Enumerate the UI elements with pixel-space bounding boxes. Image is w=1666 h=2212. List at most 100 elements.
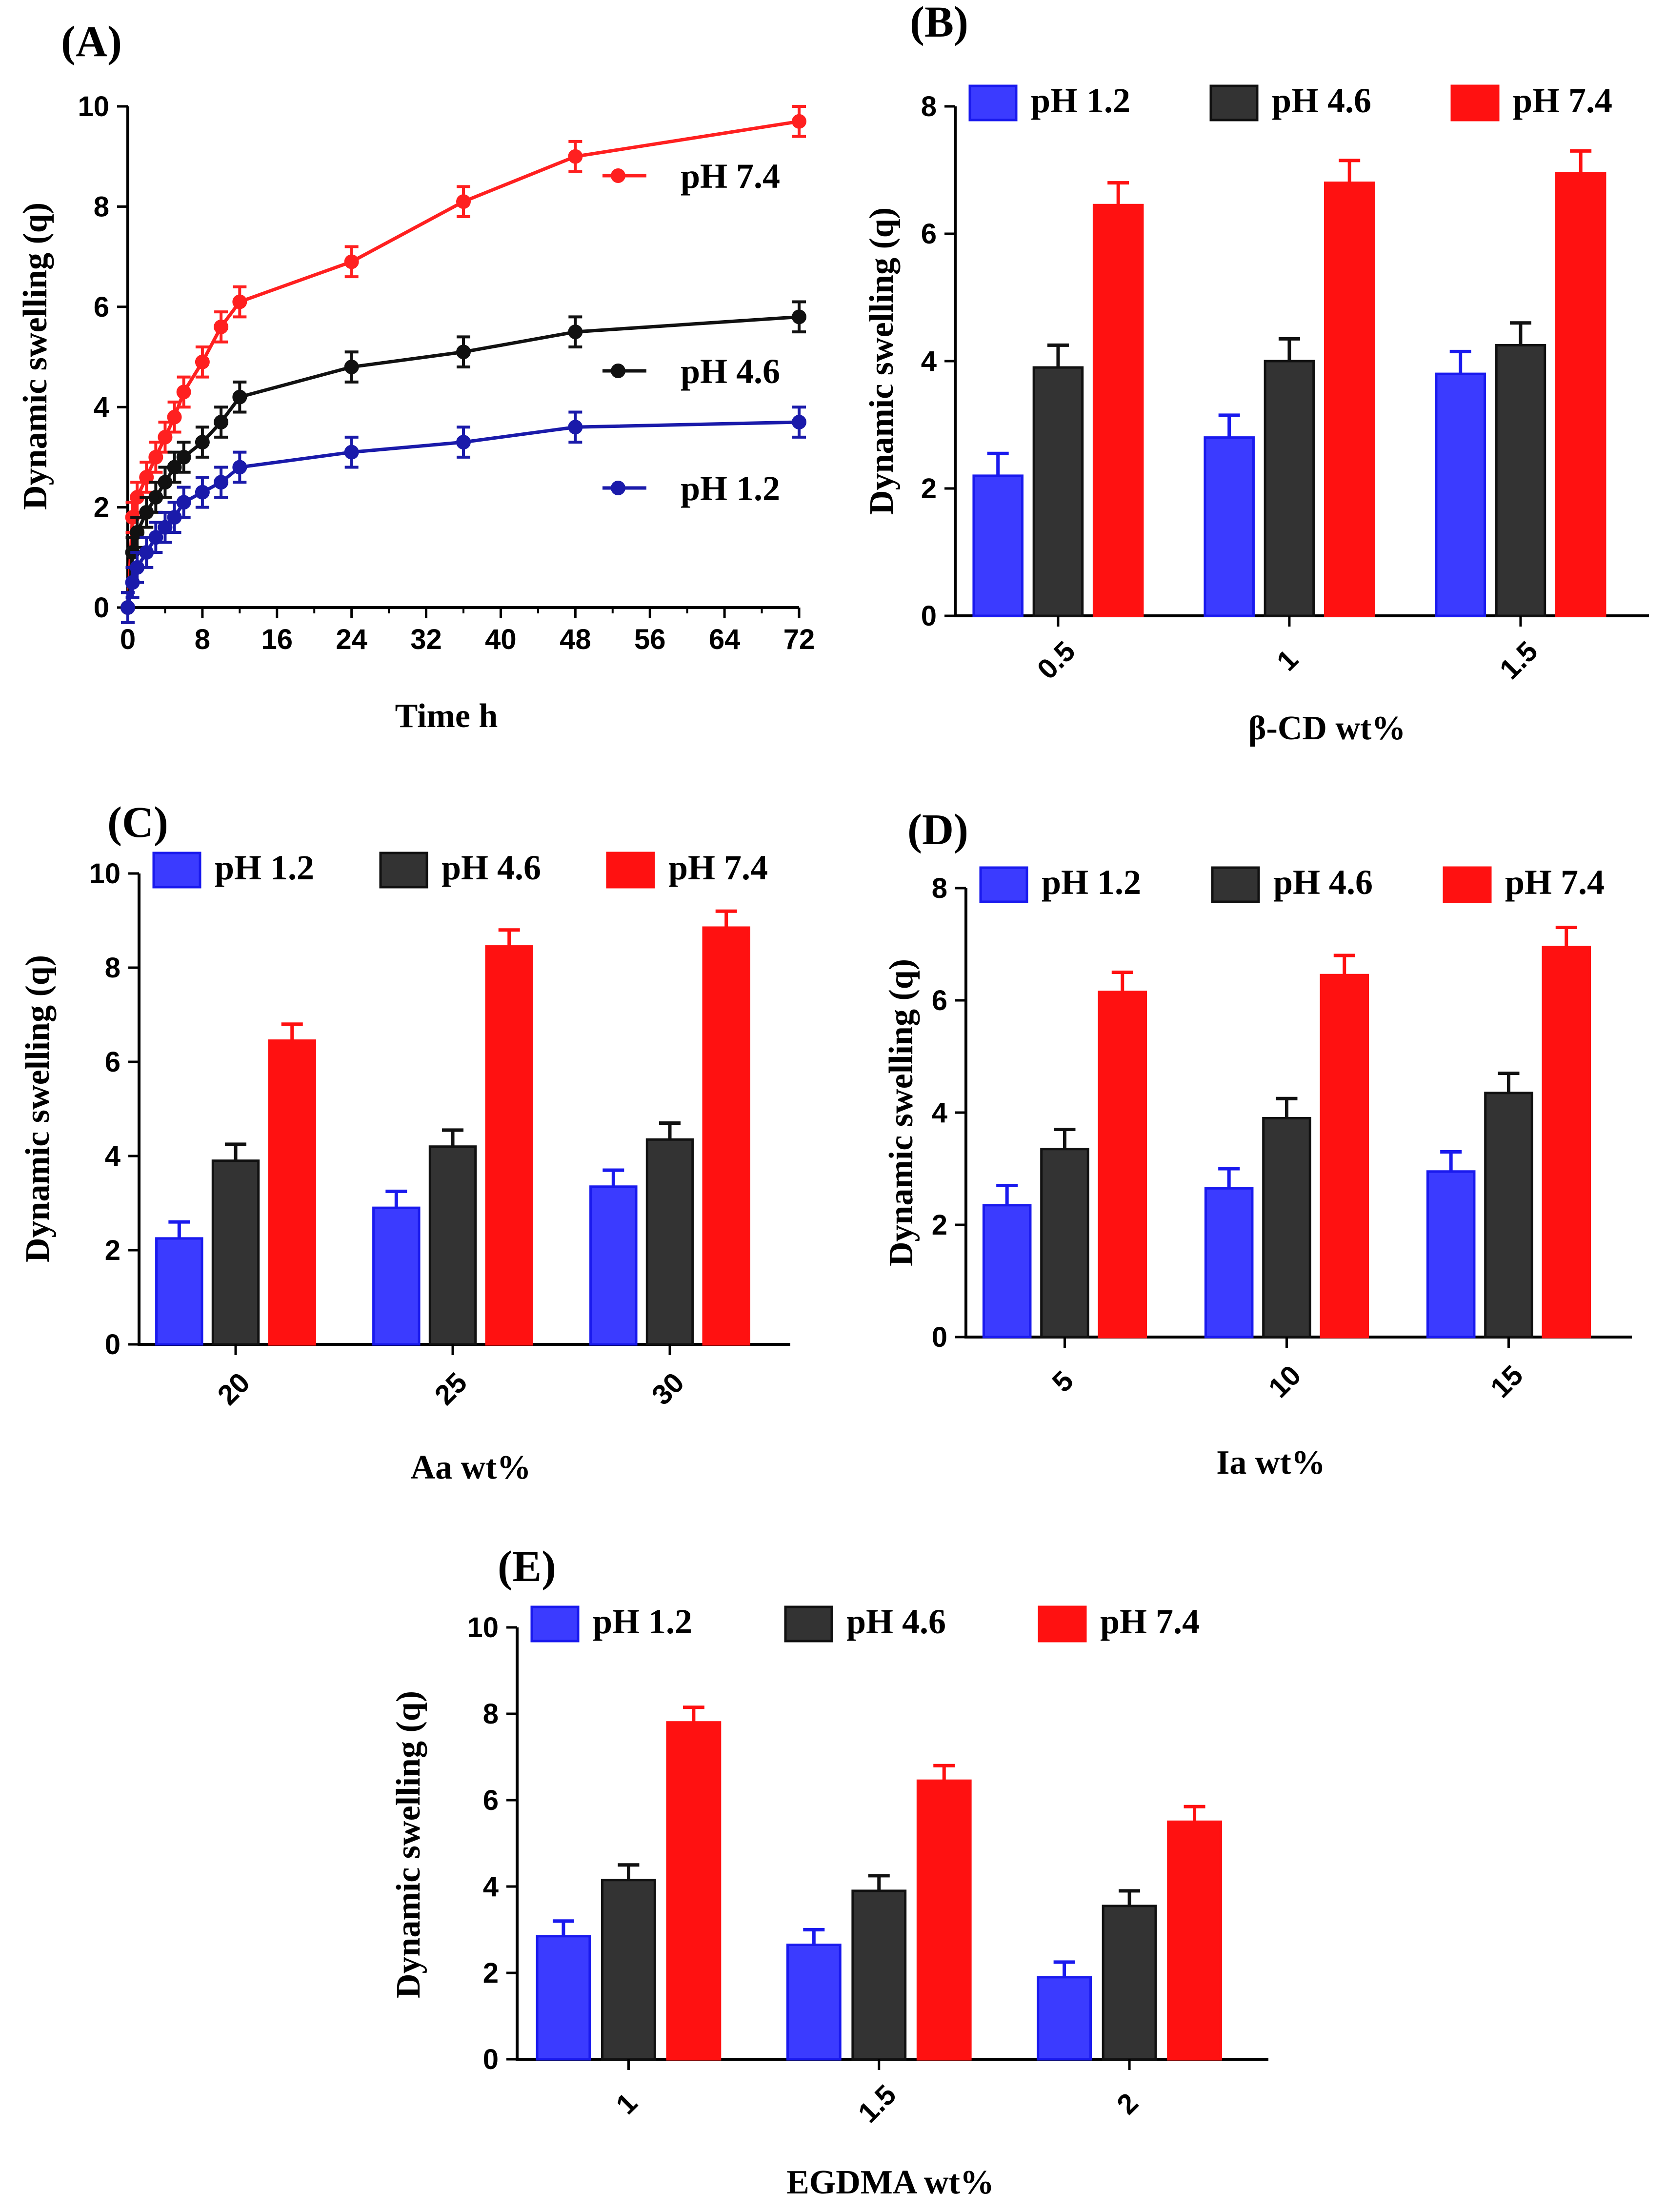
x-axis-label: Aa wt% [411, 1449, 531, 1486]
bar [1495, 344, 1546, 617]
legend-swatch [152, 852, 201, 889]
x-tick-label: 56 [634, 624, 666, 655]
category-group: 30 [589, 909, 750, 1411]
series-ph-7-4: pH 7.4 [120, 105, 806, 624]
legend: pH 1.2 pH 4.6 pH 7.4 [152, 848, 768, 889]
bar [372, 1206, 421, 1346]
bar [1040, 1148, 1089, 1339]
x-tick-label: 5 [1046, 1365, 1080, 1399]
bar [268, 1039, 316, 1346]
bar [536, 1935, 591, 2061]
data-point [176, 449, 191, 465]
x-tick-label: 25 [428, 1366, 473, 1411]
bar [1320, 974, 1369, 1339]
legend-marker [611, 364, 625, 378]
bar [1098, 991, 1147, 1339]
data-point [568, 149, 583, 164]
data-point [195, 435, 210, 450]
y-tick-label: 8 [94, 191, 109, 223]
x-tick-label: 30 [645, 1366, 690, 1411]
panel-e: (E) 0 2 4 6 8 10 Dynamic swelling (q) EGDMA wt% 1… [390, 1542, 1268, 2201]
data-point [167, 510, 182, 525]
data-point [176, 385, 191, 400]
legend-swatch [606, 852, 655, 889]
x-tick-label: 24 [336, 624, 367, 655]
legend-label: pH 4.6 [681, 352, 780, 391]
category-group: 15 [1426, 926, 1591, 1404]
legend-swatch [1038, 1605, 1087, 1643]
panel-b: (B) 0 2 4 6 8 Dynamic swelling (q) β-CD wt% 0.5 1… [863, 0, 1649, 747]
bar [1262, 1117, 1311, 1339]
legend-label: pH 7.4 [1505, 863, 1605, 902]
legend-label: pH 7.4 [1100, 1602, 1200, 1641]
data-point [792, 309, 806, 325]
bar [155, 1237, 203, 1346]
legend-swatch [1450, 84, 1500, 122]
y-tick-label: 2 [483, 1957, 499, 1989]
bar [1484, 1092, 1533, 1339]
bar [1426, 1170, 1476, 1339]
x-tick-label: 72 [783, 624, 815, 655]
data-point [456, 435, 471, 450]
y-tick-label: 4 [94, 391, 109, 423]
bar [1542, 946, 1591, 1339]
legend-swatch [784, 1605, 833, 1643]
panel-label: (D) [907, 806, 968, 854]
y-tick-label: 6 [483, 1785, 499, 1816]
x-tick-label: 1 [1271, 644, 1305, 677]
bar [601, 1879, 656, 2061]
x-tick-label: 10 [1263, 1359, 1307, 1404]
y-tick-label: 0 [932, 1321, 947, 1353]
bar [1204, 1187, 1254, 1339]
y-tick-label: 6 [105, 1046, 120, 1078]
x-tick-label: 0 [120, 624, 136, 655]
category-group: 1 [536, 1705, 722, 2121]
y-tick-label: 2 [105, 1235, 120, 1266]
y-tick-label: 4 [483, 1871, 499, 1903]
legend-marker [611, 481, 625, 495]
x-tick-label: 16 [261, 624, 293, 655]
data-point [139, 505, 154, 520]
bar [666, 1721, 722, 2061]
data-point [232, 389, 247, 405]
legend-swatch [1209, 84, 1259, 122]
data-point [344, 445, 359, 460]
x-tick-label: 1.5 [852, 2079, 902, 2129]
y-axis-label: Dynamic swelling (q) [883, 959, 920, 1266]
y-tick-label: 10 [467, 1612, 499, 1644]
legend-label: pH 4.6 [846, 1602, 946, 1641]
data-point [232, 460, 247, 475]
legend-label: pH 7.4 [681, 157, 780, 196]
legend-label: pH 4.6 [1273, 863, 1373, 902]
y-tick-label: 0 [921, 600, 937, 632]
legend-marker [611, 168, 625, 183]
panel-label: (E) [498, 1542, 556, 1591]
bar [1102, 1905, 1157, 2061]
legend-swatch [979, 866, 1028, 903]
y-tick-label: 6 [94, 291, 109, 323]
x-axis-label: Time h [395, 697, 498, 735]
y-tick-label: 4 [921, 345, 937, 377]
bar [1324, 182, 1375, 617]
x-tick-label: 8 [195, 624, 210, 655]
panel-label: (C) [107, 798, 168, 847]
y-tick-label: 4 [932, 1097, 947, 1129]
data-point [792, 415, 806, 430]
bar [982, 1204, 1032, 1339]
y-tick-label: 8 [105, 952, 120, 984]
bar [702, 926, 750, 1346]
x-axis-label: β-CD wt% [1248, 710, 1406, 747]
bar [1264, 360, 1315, 617]
y-tick-label: 2 [94, 492, 109, 524]
legend-swatch [1211, 866, 1260, 903]
data-point [792, 114, 806, 129]
data-point [214, 415, 229, 430]
y-tick-label: 8 [932, 873, 947, 904]
y-tick-label: 0 [483, 2044, 499, 2075]
bar [786, 1943, 842, 2061]
data-point [195, 354, 210, 369]
y-tick-label: 0 [105, 1329, 120, 1360]
x-axis-label: Ia wt% [1216, 1444, 1325, 1481]
